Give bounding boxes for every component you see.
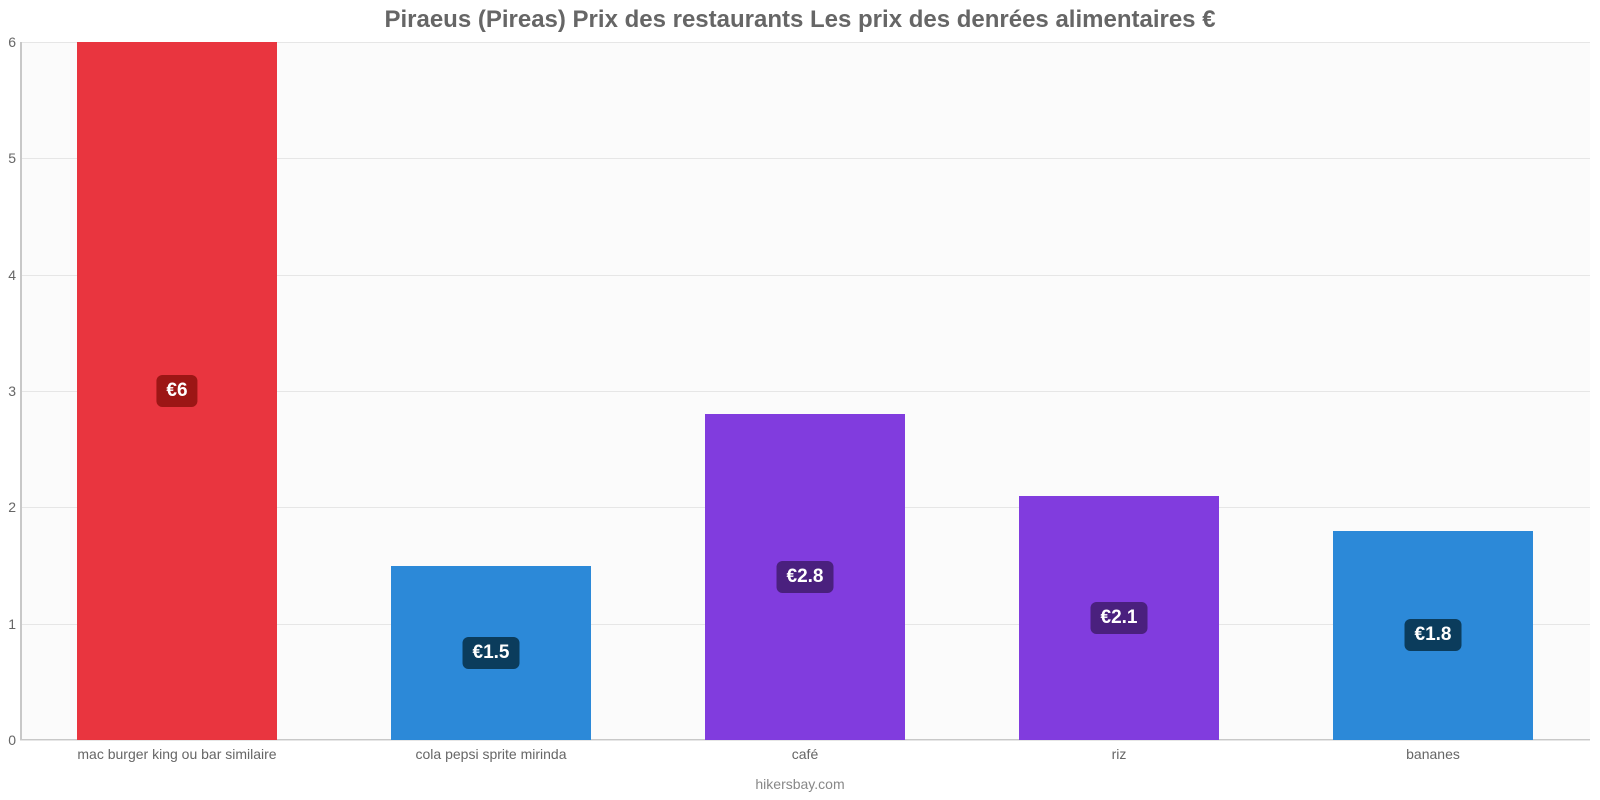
chart-footer: hikersbay.com	[0, 776, 1600, 792]
chart-container: Piraeus (Pireas) Prix des restaurants Le…	[0, 0, 1600, 800]
value-label: €1.8	[1405, 619, 1462, 651]
y-tick-label: 1	[0, 616, 16, 632]
y-tick-label: 0	[0, 732, 16, 748]
y-tick-label: 4	[0, 267, 16, 283]
plot-area: €6 €1.5 €2.8 €2.1 €1.8	[20, 42, 1590, 740]
value-label: €1.5	[463, 637, 520, 669]
y-tick-label: 5	[0, 150, 16, 166]
y-tick-label: 2	[0, 499, 16, 515]
x-tick-label: mac burger king ou bar similaire	[77, 746, 276, 762]
x-tick-label: riz	[1112, 746, 1127, 762]
x-tick-label: cola pepsi sprite mirinda	[416, 746, 567, 762]
y-tick-label: 3	[0, 383, 16, 399]
x-tick-label: bananes	[1406, 746, 1460, 762]
x-tick-label: café	[792, 746, 818, 762]
value-label: €2.1	[1091, 602, 1148, 634]
grid-line	[20, 740, 1590, 741]
chart-title: Piraeus (Pireas) Prix des restaurants Le…	[0, 6, 1600, 34]
value-label: €6	[156, 375, 197, 407]
value-label: €2.8	[777, 561, 834, 593]
y-axis-line	[20, 42, 22, 740]
y-tick-label: 6	[0, 34, 16, 50]
